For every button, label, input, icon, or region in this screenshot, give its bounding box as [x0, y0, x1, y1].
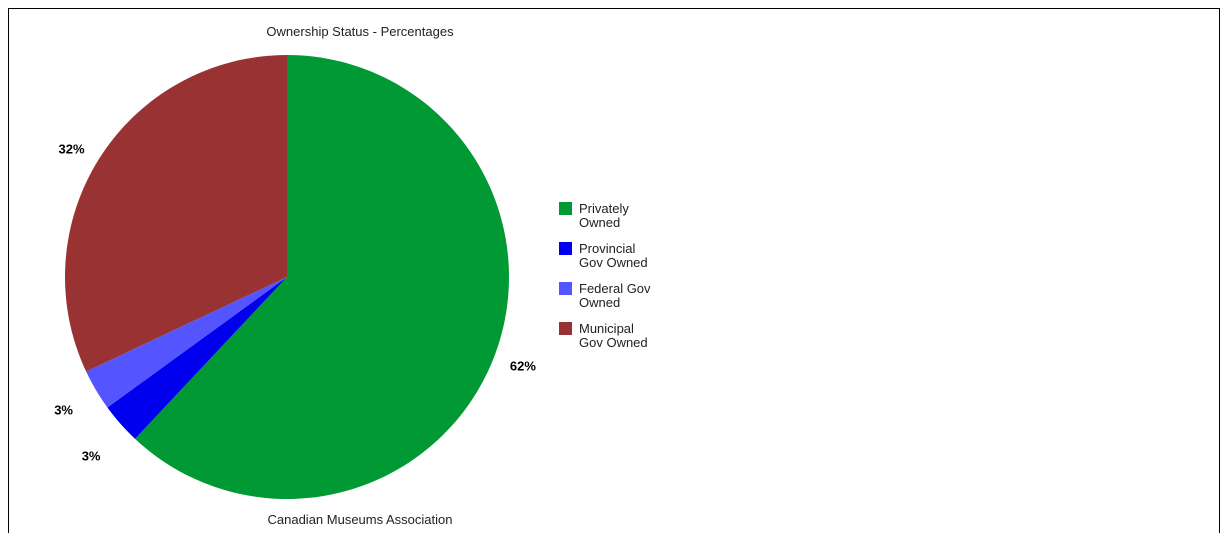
- legend-label-municipal-gov-owned: Municipal Gov Owned: [579, 321, 648, 350]
- pie-labels: 62% 3% 3% 32%: [54, 142, 536, 464]
- pie-slice-municipal-gov-owned: [64, 55, 287, 372]
- legend-swatch-provincial-gov-owned: [559, 242, 572, 255]
- pie-label-federal-gov-owned: 3%: [54, 403, 73, 418]
- pie-chart: Ownership Status - Percentages 62% 3% 3% 32…: [54, 24, 651, 527]
- pie-label-privately-owned: 62%: [510, 358, 536, 373]
- pie-slice-provincial-gov-owned: [107, 277, 287, 439]
- legend: Privately Owned Provincial Gov Owned Federal…: [559, 201, 651, 350]
- legend-swatch-privately-owned: [559, 202, 572, 215]
- legend-label-federal-gov-owned: Federal Gov Owned: [579, 281, 651, 310]
- pie-label-municipal-gov-owned: 32%: [59, 142, 85, 157]
- legend-swatch-federal-gov-owned: [559, 282, 572, 295]
- pie-slice-privately-owned: [135, 55, 510, 499]
- pie-label-provincial-gov-owned: 3%: [82, 448, 101, 463]
- chart-frame: Ownership Status - Percentages 62% 3% 3% 32…: [8, 8, 1220, 533]
- legend-swatch-municipal-gov-owned: [559, 322, 572, 335]
- legend-label-privately-owned: Privately Owned: [579, 201, 629, 230]
- chart-footer: Canadian Museums Association: [268, 512, 453, 527]
- pie-slices: [64, 55, 510, 499]
- legend-label-provincial-gov-owned: Provincial Gov Owned: [579, 241, 648, 270]
- chart-title: Ownership Status - Percentages: [266, 24, 454, 39]
- pie-slice-federal-gov-owned: [86, 277, 288, 408]
